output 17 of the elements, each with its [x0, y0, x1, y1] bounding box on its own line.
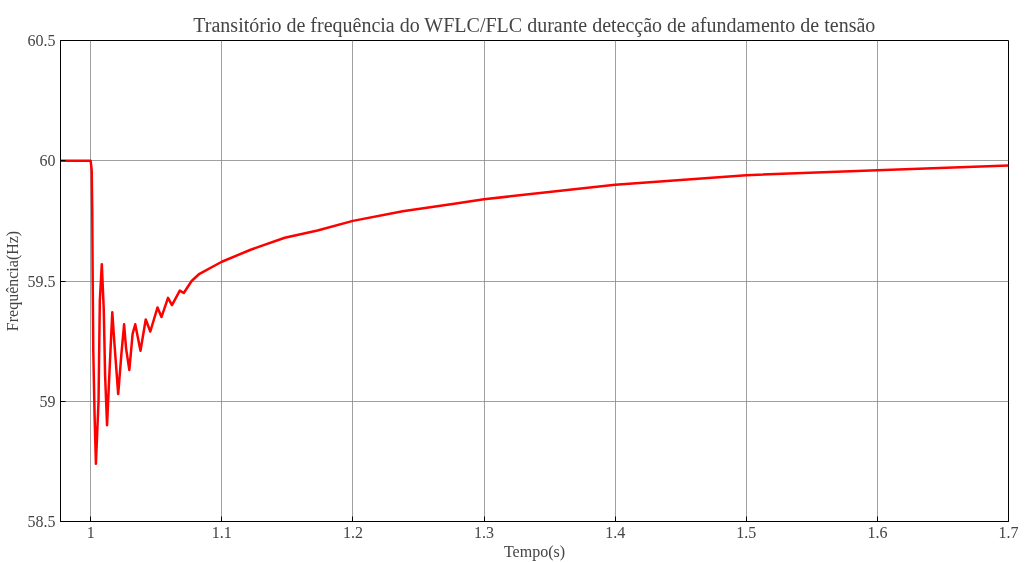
- y-tick-label: 59: [39, 392, 56, 410]
- x-tick-label: 1.1: [211, 523, 232, 541]
- x-tick-label: 1.4: [605, 523, 626, 541]
- y-axis-title: Frequência(Hz): [3, 230, 22, 332]
- x-tick-label: 1.5: [736, 523, 757, 541]
- x-tick-label: 1: [86, 523, 95, 541]
- y-tick-label: 60.5: [27, 32, 56, 49]
- x-tick-label: 1.6: [867, 523, 888, 541]
- x-axis-title: Tempo(s): [503, 542, 566, 561]
- chart-title: Transitório de frequência do WFLC/FLC durante detecção de afundamento de tensão: [193, 13, 876, 37]
- line-series: [60, 159, 1009, 466]
- y-tick-label: 58.5: [27, 513, 56, 530]
- x-tick-label: 1.2: [342, 523, 363, 541]
- y-tick-label: 59.5: [27, 272, 56, 290]
- x-tick-label: 1.7: [998, 523, 1019, 541]
- y-tick-label: 60: [39, 152, 56, 170]
- x-tick-label: 1.3: [474, 523, 495, 541]
